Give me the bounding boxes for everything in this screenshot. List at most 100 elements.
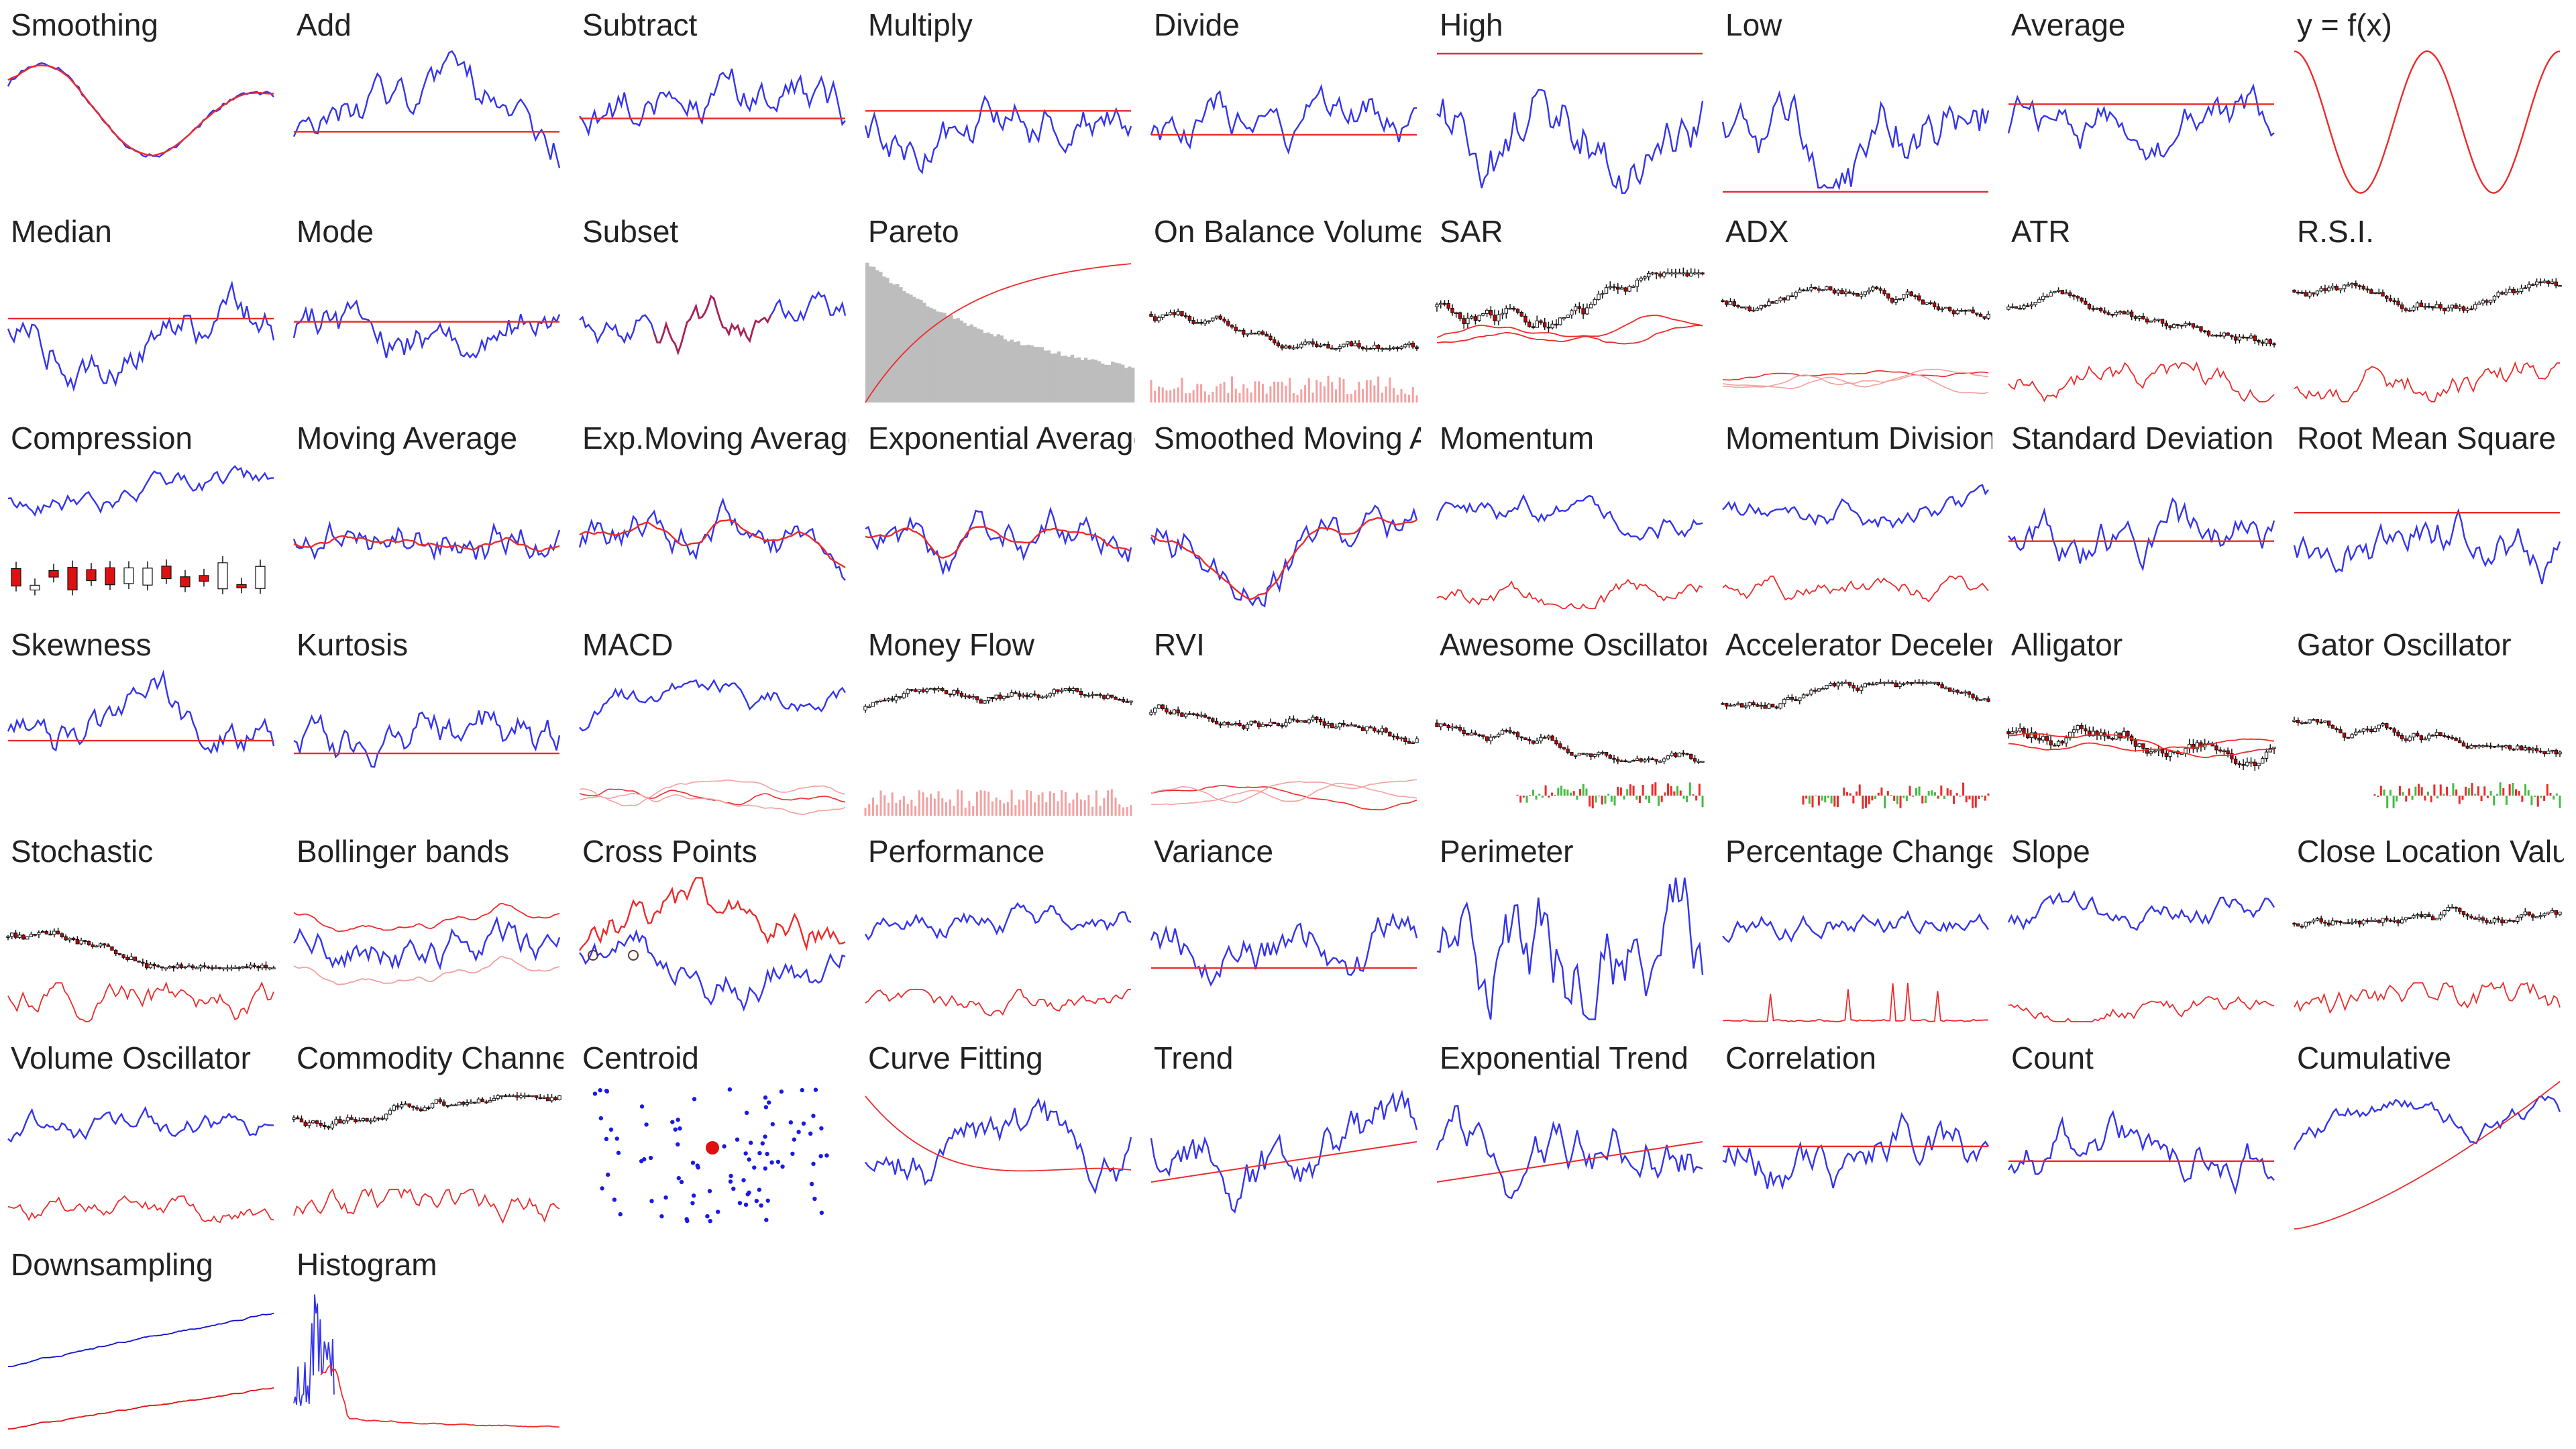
chart-tile[interactable]: Stochastic: [0, 826, 278, 1028]
chart-tile[interactable]: y = f(x): [2286, 0, 2564, 201]
chart-tile[interactable]: Centroid: [572, 1033, 849, 1234]
scatter-point: [765, 1151, 769, 1157]
chart-tile[interactable]: Downsampling: [0, 1240, 278, 1441]
chart-tile[interactable]: Histogram: [286, 1240, 564, 1441]
candle-body: [1291, 347, 1296, 350]
histogram-bar: [1937, 796, 1939, 799]
candle-body: [2527, 911, 2531, 916]
chart-tile[interactable]: Count: [2000, 1033, 2278, 1234]
chart-tile[interactable]: Exponential Average: [857, 413, 1135, 614]
chart-tile[interactable]: Root Mean Square: [2286, 413, 2564, 614]
candle-body: [2373, 292, 2377, 294]
chart-tile[interactable]: Exp.Moving Average: [572, 413, 849, 614]
histogram-bar: [1532, 790, 1534, 796]
chart-tile[interactable]: Awesome Oscillator: [1429, 620, 1707, 821]
chart-tile[interactable]: Median: [0, 207, 278, 408]
candle-body: [1238, 329, 1242, 332]
histogram-bar: [1676, 786, 1679, 796]
chart-title: Smoothing: [11, 7, 158, 42]
chart-tile[interactable]: Standard Deviation: [2000, 413, 2278, 614]
chart-tile[interactable]: Divide: [1143, 0, 1421, 201]
chart-tile[interactable]: Curve Fitting: [857, 1033, 1135, 1234]
volume-bar: [1061, 790, 1063, 816]
chart-tile[interactable]: Mode: [286, 207, 564, 408]
chart-tile[interactable]: Trend: [1143, 1033, 1421, 1234]
chart-thumbnail: [2292, 278, 2562, 402]
chart-tile[interactable]: Alligator: [2000, 620, 2278, 821]
chart-tile[interactable]: Cross Points: [572, 826, 849, 1028]
chart-tile[interactable]: Bollinger bands: [286, 826, 564, 1028]
candle-body: [2430, 916, 2435, 920]
chart-tile[interactable]: Volume Oscillator: [0, 1033, 278, 1234]
chart-tile[interactable]: RVI: [1143, 620, 1421, 821]
candle-body: [531, 1095, 535, 1097]
chart-tile[interactable]: Money Flow: [857, 620, 1135, 821]
candle-body: [2133, 740, 2138, 747]
volume-bar: [1181, 377, 1183, 402]
chart-tile[interactable]: Kurtosis: [286, 620, 564, 821]
chart-tile[interactable]: Multiply: [857, 0, 1135, 201]
chart-tile[interactable]: Slope: [2000, 826, 2278, 1028]
chart-tile[interactable]: Add: [286, 0, 564, 201]
candle-body: [1681, 272, 1686, 274]
histogram-bar: [1519, 796, 1522, 803]
scatter-point: [616, 1150, 621, 1155]
chart-tile[interactable]: SAR: [1429, 207, 1707, 408]
histogram-bar: [1833, 796, 1836, 807]
chart-tile[interactable]: MACD: [572, 620, 849, 821]
chart-tile[interactable]: Accelerator Deceleration: [1715, 620, 1992, 821]
chart-tile[interactable]: Close Location Value: [2286, 826, 2564, 1028]
candle-body: [1010, 692, 1014, 697]
chart-tile[interactable]: ADX: [1715, 207, 1992, 408]
volume-bar: [968, 801, 971, 816]
chart-tile[interactable]: Commodity Channel Index: [286, 1033, 564, 1234]
histogram-bar: [1858, 784, 1861, 796]
chart-tile[interactable]: Compression: [0, 413, 278, 614]
chart-tile[interactable]: Percentage Change: [1715, 826, 1992, 1028]
volume-bars: [1150, 376, 1418, 402]
candle-body: [2423, 738, 2427, 741]
chart-tile[interactable]: Cumulative: [2286, 1033, 2564, 1234]
histogram-bar: [1953, 796, 1955, 804]
chart-tile[interactable]: Smoothing: [0, 0, 278, 201]
candle-body: [1014, 692, 1018, 694]
chart-tile[interactable]: Moving Average: [286, 413, 564, 614]
chart-tile[interactable]: Subset: [572, 207, 849, 408]
candle-body: [2527, 747, 2531, 751]
candle-body: [2129, 311, 2134, 317]
chart-tile[interactable]: Correlation: [1715, 1033, 1992, 1234]
chart-tile[interactable]: Smoothed Moving Average: [1143, 413, 1421, 614]
chart-tile[interactable]: ATR: [2000, 207, 2278, 408]
candle-body: [1439, 723, 1443, 727]
series-line: [2007, 83, 2275, 161]
chart-tile[interactable]: Gator Oscillator: [2286, 620, 2564, 821]
candle-body: [1299, 343, 1303, 347]
candle-body: [1407, 741, 1411, 744]
candle-body: [1843, 682, 1848, 684]
chart-tile[interactable]: Pareto: [857, 207, 1135, 408]
chart-tile[interactable]: On Balance Volume: [1143, 207, 1421, 408]
chart-title: Exp.Moving Average: [582, 421, 849, 455]
candle-body: [2419, 735, 2424, 741]
chart-tile[interactable]: Momentum Division: [1715, 413, 1992, 614]
chart-tile[interactable]: Momentum: [1429, 413, 1707, 614]
indicator-line: [579, 788, 846, 806]
chart-tile[interactable]: High: [1429, 0, 1707, 201]
chart-tile[interactable]: Subtract: [572, 0, 849, 201]
chart-tile[interactable]: Variance: [1143, 826, 1421, 1028]
candle-body: [2488, 745, 2493, 748]
chart-tile[interactable]: R.S.I.: [2286, 207, 2564, 408]
candle-body: [2033, 732, 2037, 739]
chart-tile[interactable]: Skewness: [0, 620, 278, 821]
chart-tile[interactable]: Exponential Trend: [1429, 1033, 1707, 1234]
chart-tile[interactable]: Average: [2000, 0, 2278, 201]
histogram-bar: [1610, 796, 1613, 802]
chart-tile[interactable]: Low: [1715, 0, 1992, 201]
chart-title: Subtract: [582, 7, 698, 42]
chart-tile[interactable]: Performance: [857, 826, 1135, 1028]
candle-body: [1978, 313, 1983, 317]
candle-body: [2191, 743, 2196, 749]
candle-body: [1458, 312, 1462, 319]
chart-tile[interactable]: Perimeter: [1429, 826, 1707, 1028]
